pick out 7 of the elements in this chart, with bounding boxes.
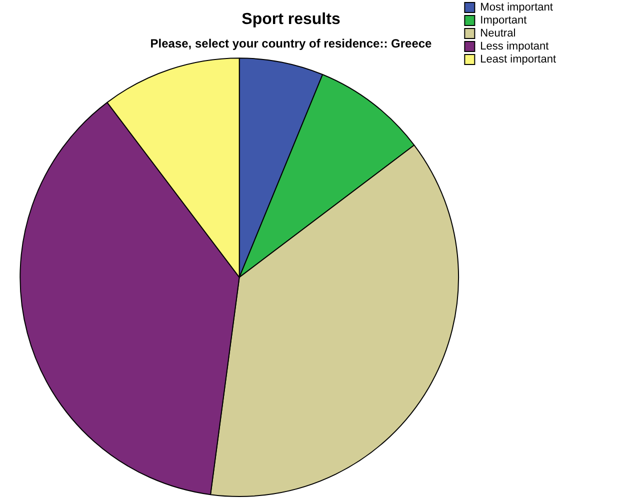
legend-label: Least important [480, 54, 556, 66]
text: Please, select your country of residence:: Greece [150, 36, 432, 51]
legend-label: Important [480, 14, 527, 27]
legend-label: Less impotant [480, 40, 549, 53]
text: Sport results [242, 11, 340, 28]
legend-label: Most important [480, 2, 553, 14]
legend-label: Neutral [480, 28, 516, 40]
